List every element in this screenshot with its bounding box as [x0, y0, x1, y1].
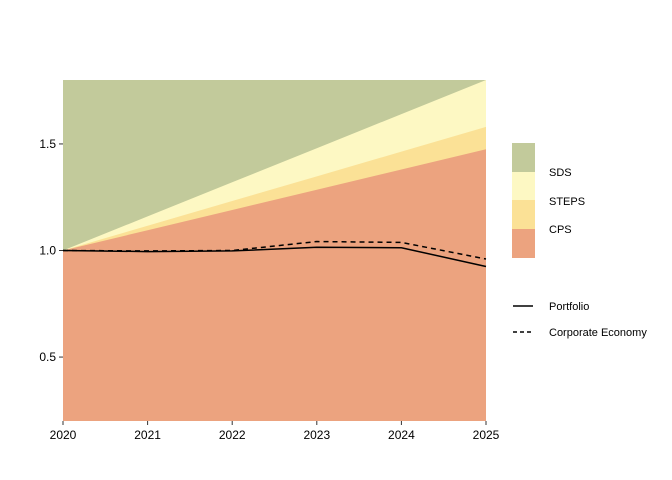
series-line-corporate-economy — [62, 240, 487, 260]
y-tick-label: 1.5 — [39, 137, 56, 151]
legend-lines: Portfolio Corporate Economy — [513, 301, 647, 339]
axes: 2020 2021 2022 2023 2024 2025 0.5 1.0 1.5 — [39, 137, 499, 442]
y-tick-label: 1.0 — [39, 244, 56, 258]
legend-label-sds: SDS — [549, 167, 572, 179]
legend-swatch-steps — [512, 172, 535, 200]
legend-scenarios: SDS STEPS CPS — [512, 143, 585, 258]
legend-swatch-cps-upper — [512, 200, 535, 229]
x-tick-label: 2021 — [134, 428, 161, 442]
series-line-portfolio — [62, 246, 487, 268]
legend-swatch-cps-lower — [512, 229, 535, 258]
x-tick-label: 2020 — [50, 428, 77, 442]
x-tick-label: 2022 — [219, 428, 246, 442]
legend-label-portfolio: Portfolio — [549, 301, 589, 313]
band-cps — [63, 149, 486, 421]
trajectory-lines — [62, 240, 487, 268]
legend-label-corporate-economy: Corporate Economy — [549, 327, 647, 339]
x-tick-label: 2024 — [388, 428, 415, 442]
legend-label-steps: STEPS — [549, 196, 585, 208]
x-tick-label: 2023 — [303, 428, 330, 442]
x-tick-label: 2025 — [473, 428, 500, 442]
legend-swatch-sds — [512, 143, 535, 172]
legend-label-cps: CPS — [549, 224, 572, 236]
y-tick-label: 0.5 — [39, 350, 56, 364]
scenario-bands — [63, 80, 486, 421]
